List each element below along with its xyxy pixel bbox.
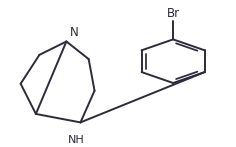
- Text: N: N: [70, 26, 79, 39]
- Text: Br: Br: [167, 7, 180, 20]
- Text: NH: NH: [67, 135, 84, 145]
